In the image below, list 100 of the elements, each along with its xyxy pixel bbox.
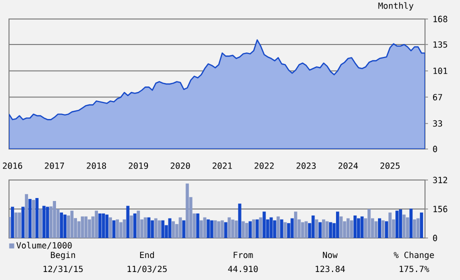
- bar: [28, 198, 32, 238]
- text: 123.84: [316, 266, 345, 272]
- text: Now: [322, 252, 338, 258]
- bar: [130, 216, 133, 238]
- bar: [354, 216, 357, 238]
- bar: [409, 208, 413, 238]
- bar: [234, 220, 238, 238]
- bar: [172, 221, 175, 238]
- bar: [350, 220, 354, 238]
- bar: [210, 220, 214, 238]
- bar: [168, 218, 172, 238]
- bar: [46, 206, 50, 238]
- bar: [256, 219, 259, 238]
- bar: [84, 216, 88, 238]
- bar: [416, 218, 420, 238]
- bar: [88, 219, 91, 238]
- bar: [108, 217, 112, 238]
- bar: [63, 214, 67, 238]
- bar: [144, 217, 147, 238]
- bar: [186, 184, 189, 238]
- bar: [228, 217, 231, 238]
- bar: [147, 217, 150, 238]
- bar: [304, 221, 308, 238]
- x-tick-label: 2022: [254, 162, 274, 169]
- bar: [388, 212, 392, 238]
- bar: [259, 217, 262, 238]
- bar: [360, 216, 364, 238]
- y-tick-label: 0: [433, 146, 438, 152]
- bar: [122, 219, 126, 238]
- bar: [301, 222, 304, 238]
- y-tick-label: 135: [434, 41, 448, 48]
- bar: [200, 220, 203, 238]
- bar: [326, 221, 329, 238]
- bar: [248, 221, 252, 238]
- bar: [178, 217, 182, 238]
- bar: [18, 212, 22, 238]
- bar: [270, 217, 273, 238]
- bar: [322, 219, 326, 238]
- bar: [357, 218, 360, 238]
- text: 12/31/15: [44, 266, 83, 273]
- bar: [294, 212, 298, 238]
- y-tick-label: 101: [434, 68, 448, 74]
- bar: [384, 221, 388, 238]
- text: Begin: [50, 252, 75, 260]
- x-tick-label: 2023: [296, 162, 316, 169]
- bar: [35, 198, 39, 238]
- bar: [24, 194, 28, 238]
- bar: [14, 212, 18, 238]
- bar: [150, 220, 154, 238]
- y-tick-label: 312: [433, 176, 448, 184]
- text: From: [234, 252, 253, 258]
- bar: [420, 212, 424, 238]
- bar: [98, 213, 102, 238]
- bar: [245, 222, 248, 238]
- bar: [315, 219, 318, 238]
- bar: [94, 210, 98, 238]
- bar: [70, 210, 74, 238]
- bar: [196, 213, 200, 238]
- bar: [412, 219, 416, 238]
- bar: [182, 220, 186, 238]
- bar: [133, 213, 136, 238]
- text: 175.7%: [400, 266, 430, 272]
- bar: [395, 210, 399, 238]
- bar: [161, 220, 164, 238]
- text: 11/03/25: [128, 266, 167, 273]
- bar: [242, 221, 245, 238]
- y-tick-label: 67: [433, 94, 442, 100]
- x-tick-label: 2024: [338, 162, 358, 169]
- bar: [318, 222, 322, 238]
- bar: [206, 219, 210, 238]
- bar: [102, 213, 105, 238]
- bar: [224, 222, 228, 238]
- x-tick-label: 2016: [2, 162, 22, 169]
- bar: [398, 209, 402, 238]
- x-tick-label: 2020: [170, 162, 190, 169]
- bar: [126, 206, 130, 238]
- bar: [60, 212, 64, 238]
- bar: [367, 209, 371, 238]
- bar: [119, 222, 122, 238]
- bar: [290, 218, 294, 238]
- y-tick-label: 168: [434, 16, 448, 22]
- text: End: [140, 252, 154, 258]
- bar: [262, 212, 266, 238]
- chart-subtitle: Monthly: [378, 2, 414, 11]
- bar: [312, 216, 315, 238]
- bar: [378, 218, 382, 238]
- bar: [105, 214, 108, 238]
- bar: [381, 220, 385, 238]
- bar: [21, 206, 25, 238]
- bar: [238, 204, 242, 238]
- bar: [10, 206, 14, 238]
- text: 44.910: [228, 266, 258, 272]
- bar: [340, 216, 343, 238]
- bar: [284, 222, 287, 238]
- bar: [214, 220, 217, 238]
- bar: [329, 222, 332, 238]
- x-tick-label: 2021: [212, 162, 232, 169]
- bar: [136, 210, 140, 238]
- bar: [203, 217, 206, 238]
- text: % Change: [394, 252, 434, 260]
